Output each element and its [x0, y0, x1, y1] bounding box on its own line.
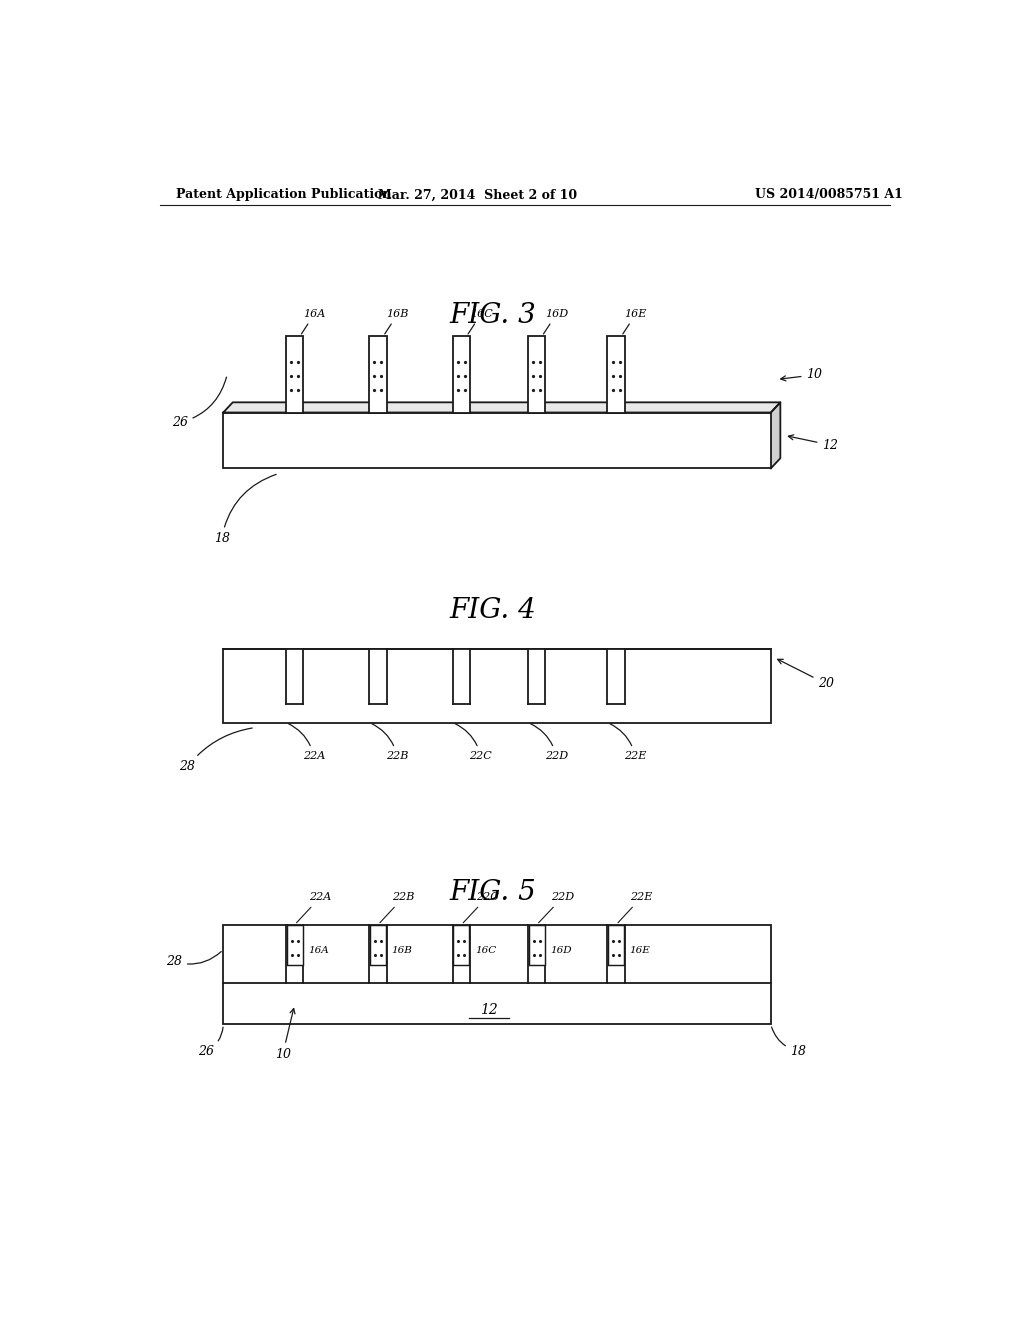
- Text: 28: 28: [166, 952, 221, 968]
- Text: 16D: 16D: [550, 946, 571, 956]
- Bar: [607, 649, 625, 704]
- Bar: [370, 925, 386, 965]
- Text: US 2014/0085751 A1: US 2014/0085751 A1: [755, 189, 903, 202]
- Bar: [528, 925, 545, 965]
- Text: 22D: 22D: [539, 892, 574, 923]
- Bar: [286, 337, 303, 412]
- Text: FIG. 5: FIG. 5: [450, 879, 537, 906]
- Bar: [287, 925, 303, 965]
- Bar: [453, 649, 470, 704]
- Polygon shape: [223, 403, 780, 412]
- Bar: [223, 649, 771, 722]
- Polygon shape: [771, 403, 780, 469]
- Bar: [607, 337, 625, 412]
- Text: 26: 26: [198, 1027, 223, 1057]
- Text: 16A: 16A: [308, 946, 329, 956]
- Text: 18: 18: [214, 474, 276, 545]
- Text: 16C: 16C: [475, 946, 496, 956]
- Text: 18: 18: [772, 1027, 807, 1057]
- Text: 22E: 22E: [610, 723, 646, 760]
- Text: FIG. 4: FIG. 4: [450, 597, 537, 624]
- Text: 22C: 22C: [463, 892, 499, 923]
- Text: 22E: 22E: [617, 892, 652, 923]
- Bar: [223, 925, 771, 1024]
- Text: 16E: 16E: [623, 309, 647, 334]
- Bar: [528, 649, 546, 704]
- Text: 10: 10: [274, 1008, 295, 1061]
- Text: 10: 10: [780, 368, 822, 381]
- Text: 22D: 22D: [530, 723, 567, 760]
- Text: 16E: 16E: [630, 946, 650, 956]
- Bar: [453, 337, 470, 412]
- Bar: [528, 337, 546, 412]
- Bar: [608, 925, 624, 965]
- Text: 22A: 22A: [297, 892, 331, 923]
- Text: 12: 12: [788, 434, 839, 451]
- Text: Mar. 27, 2014  Sheet 2 of 10: Mar. 27, 2014 Sheet 2 of 10: [378, 189, 577, 202]
- Text: 16B: 16B: [391, 946, 413, 956]
- Text: 26: 26: [172, 378, 226, 429]
- Text: 16D: 16D: [544, 309, 568, 334]
- Bar: [286, 649, 303, 704]
- Bar: [454, 925, 469, 965]
- Text: 22B: 22B: [372, 723, 409, 760]
- Text: 16A: 16A: [301, 309, 326, 334]
- Text: 16C: 16C: [468, 309, 493, 334]
- Text: Patent Application Publication: Patent Application Publication: [176, 189, 391, 202]
- Text: 22B: 22B: [380, 892, 415, 923]
- Text: FIG. 3: FIG. 3: [450, 302, 537, 330]
- Text: 20: 20: [777, 659, 835, 690]
- Bar: [223, 412, 771, 469]
- Text: 16B: 16B: [385, 309, 409, 334]
- Text: 28: 28: [179, 729, 252, 774]
- Bar: [370, 337, 387, 412]
- Text: 22C: 22C: [455, 723, 492, 760]
- Text: 12: 12: [480, 1003, 498, 1018]
- Text: 22A: 22A: [289, 723, 325, 760]
- Bar: [370, 649, 387, 704]
